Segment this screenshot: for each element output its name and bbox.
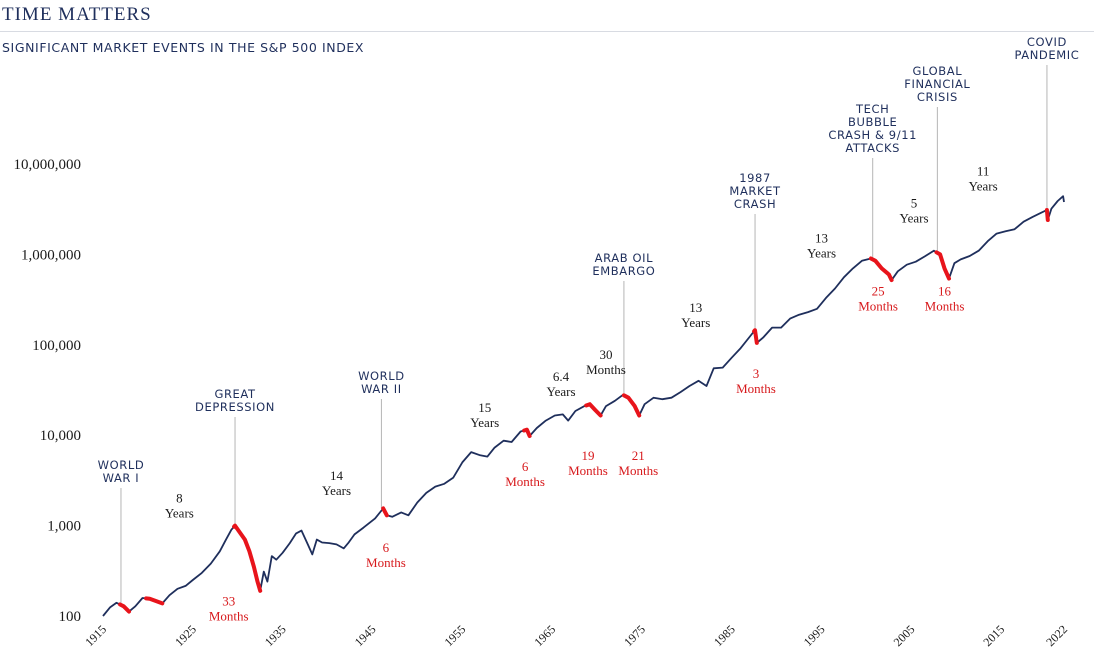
bull-duration-label: 13 Years [807,231,836,261]
x-tick-label: 2015 [980,622,1007,649]
page-subtitle: SIGNIFICANT MARKET EVENTS IN THE S&P 500… [2,40,365,55]
x-tick-label: 2022 [1043,622,1070,649]
x-tick-label: 1985 [711,622,738,649]
y-tick-label: 100,000 [32,338,81,354]
event-label: WORLD WAR II [358,369,405,396]
bear-market-segment [621,393,642,418]
bear-market-segment [381,506,389,518]
x-tick-label: 1975 [621,622,648,649]
event-label: TECH BUBBLE CRASH & 9/11 ATTACKS [828,102,917,155]
bull-duration-label: 6.4 Years [547,369,576,399]
bear-market-segment [934,250,951,281]
y-tick-label: 10,000,000 [14,157,82,173]
bear-duration-label: 3 Months [736,366,776,396]
bear-market-segment [232,523,263,593]
x-tick-label: 1995 [801,622,828,649]
bull-duration-label: 5 Years [900,196,929,226]
bear-market-segment [752,328,759,345]
bear-duration-label: 16 Months [925,284,965,314]
bear-duration-label: 33 Months [209,594,249,624]
x-tick-label: 1935 [262,622,289,649]
bear-duration-label: 25 Months [858,284,898,314]
bear-duration-label: 19 Months [568,448,608,478]
y-tick-label: 1,000 [47,519,81,535]
bear-market-segment [144,596,165,606]
bear-duration-label: 6 Months [505,459,545,489]
event-label: WORLD WAR I [98,458,145,485]
bull-duration-label: 11 Years [969,163,998,193]
bear-market-segment [1044,208,1050,222]
x-tick-label: 1925 [172,622,199,649]
y-tick-label: 10,000 [40,428,81,444]
x-tick-label: 1955 [442,622,469,649]
event-label: 1987 MARKET CRASH [729,171,781,211]
x-tick-label: 1945 [352,622,379,649]
bull-duration-label: 15 Years [470,400,499,430]
bull-duration-label: 13 Years [681,300,710,330]
bear-market-segment [584,402,603,418]
event-label: ARAB OIL EMBARGO [592,251,655,278]
bull-duration-label: 14 Years [322,468,351,498]
x-tick-label: 2005 [891,622,918,649]
bear-market-segment [118,602,131,614]
page-title: TIME MATTERS [2,4,152,25]
x-tick-label: 1915 [82,622,109,649]
y-tick-label: 1,000,000 [21,247,81,263]
event-label: COVID PANDEMIC [1014,35,1079,62]
bear-duration-label: 6 Months [366,540,406,570]
bear-market-segment [522,427,532,438]
bull-duration-label: 8 Years [165,491,194,521]
title-divider [0,31,1094,32]
bull-duration-label: 30 Months [586,347,626,377]
x-tick-label: 1965 [531,622,558,649]
bear-market-segment [868,256,894,283]
y-tick-label: 100 [59,609,82,625]
event-label: GLOBAL FINANCIAL CRISIS [904,64,970,104]
event-label: GREAT DEPRESSION [195,387,275,414]
bear-duration-label: 21 Months [618,448,658,478]
